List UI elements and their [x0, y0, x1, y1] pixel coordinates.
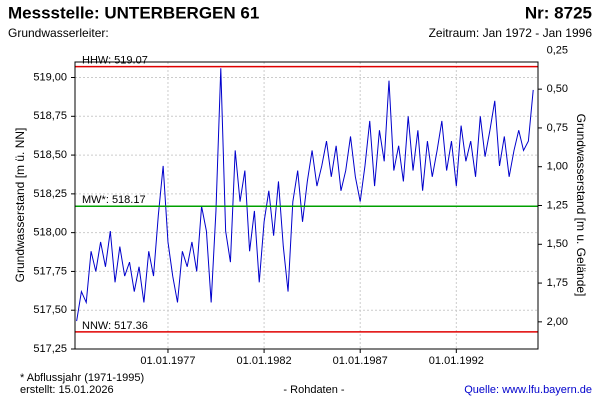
x-tick-label: 01.01.1987	[333, 355, 388, 367]
y2-tick-label: 0,50	[547, 83, 568, 95]
data-line	[76, 68, 534, 322]
y2-tick-label: 1,50	[547, 238, 568, 250]
x-tick-label: 01.01.1992	[429, 355, 484, 367]
chart-title: Messstelle: UNTERBERGEN 61	[8, 3, 259, 22]
y-axis-label: Grundwasserstand [m ü. NN]	[13, 128, 27, 283]
subtitle: Grundwasserleiter:	[8, 26, 109, 40]
y-tick-label: 517,25	[33, 343, 67, 355]
data-note: - Rohdaten -	[283, 384, 344, 396]
footnote: * Abflussjahr (1971-1995)	[20, 372, 144, 384]
y-tick-label: 518,00	[33, 227, 67, 239]
created-date: erstellt: 15.01.2026	[20, 384, 114, 396]
y-tick-label: 517,75	[33, 265, 67, 277]
reference-label: HHW: 519.07	[82, 55, 148, 67]
y-tick-label: 518,50	[33, 149, 67, 161]
reference-label: MW*: 518.17	[82, 194, 146, 206]
x-tick-label: 01.01.1982	[237, 355, 292, 367]
y2-axis-label: Grundwasserstand [m u. Gelände]	[574, 114, 588, 297]
y2-tick-label: 1,25	[547, 199, 568, 211]
y2-tick-label: 2,00	[547, 316, 568, 328]
y2-tick-label: 1,00	[547, 161, 568, 173]
station-number: Nr: 8725	[525, 3, 592, 22]
y-tick-label: 518,25	[33, 188, 67, 200]
y-tick-label: 517,50	[33, 304, 67, 316]
period: Zeitraum: Jan 1972 - Jan 1996	[429, 26, 593, 40]
reference-label: NNW: 517.36	[82, 320, 148, 332]
source: Quelle: www.lfu.bayern.de	[464, 384, 592, 396]
y2-tick-label: 1,75	[547, 277, 568, 289]
y2-tick-label: 0,75	[547, 122, 568, 134]
y2-tick-label: 0,25	[547, 44, 568, 56]
x-tick-label: 01.01.1977	[140, 355, 195, 367]
y-tick-label: 519,00	[33, 71, 67, 83]
plot-frame	[74, 61, 539, 350]
y-tick-label: 518,75	[33, 110, 67, 122]
